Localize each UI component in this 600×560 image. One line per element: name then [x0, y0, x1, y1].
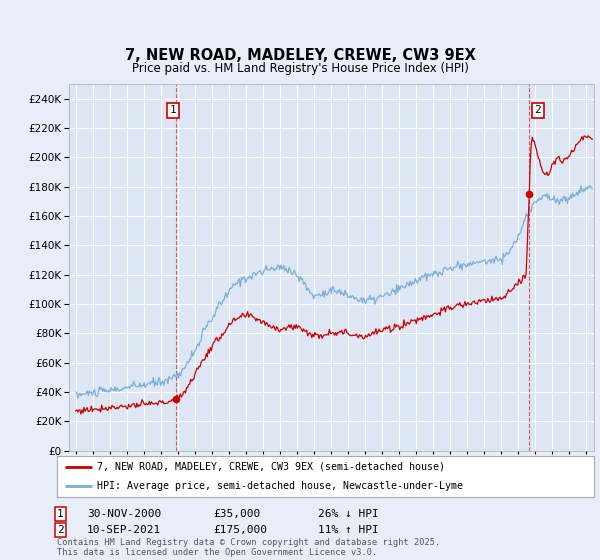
Text: 2: 2: [535, 105, 541, 115]
Text: Contains HM Land Registry data © Crown copyright and database right 2025.
This d: Contains HM Land Registry data © Crown c…: [57, 538, 440, 557]
Text: HPI: Average price, semi-detached house, Newcastle-under-Lyme: HPI: Average price, semi-detached house,…: [97, 480, 463, 491]
Text: 1: 1: [57, 509, 64, 519]
Text: 2: 2: [57, 525, 64, 535]
Text: 7, NEW ROAD, MADELEY, CREWE, CW3 9EX (semi-detached house): 7, NEW ROAD, MADELEY, CREWE, CW3 9EX (se…: [97, 462, 445, 472]
Text: 10-SEP-2021: 10-SEP-2021: [87, 525, 161, 535]
Text: £175,000: £175,000: [213, 525, 267, 535]
Text: £35,000: £35,000: [213, 509, 260, 519]
Text: 30-NOV-2000: 30-NOV-2000: [87, 509, 161, 519]
Text: 11% ↑ HPI: 11% ↑ HPI: [318, 525, 379, 535]
Text: 1: 1: [170, 105, 176, 115]
Text: 26% ↓ HPI: 26% ↓ HPI: [318, 509, 379, 519]
Text: Price paid vs. HM Land Registry's House Price Index (HPI): Price paid vs. HM Land Registry's House …: [131, 62, 469, 75]
Text: 7, NEW ROAD, MADELEY, CREWE, CW3 9EX: 7, NEW ROAD, MADELEY, CREWE, CW3 9EX: [125, 49, 475, 63]
